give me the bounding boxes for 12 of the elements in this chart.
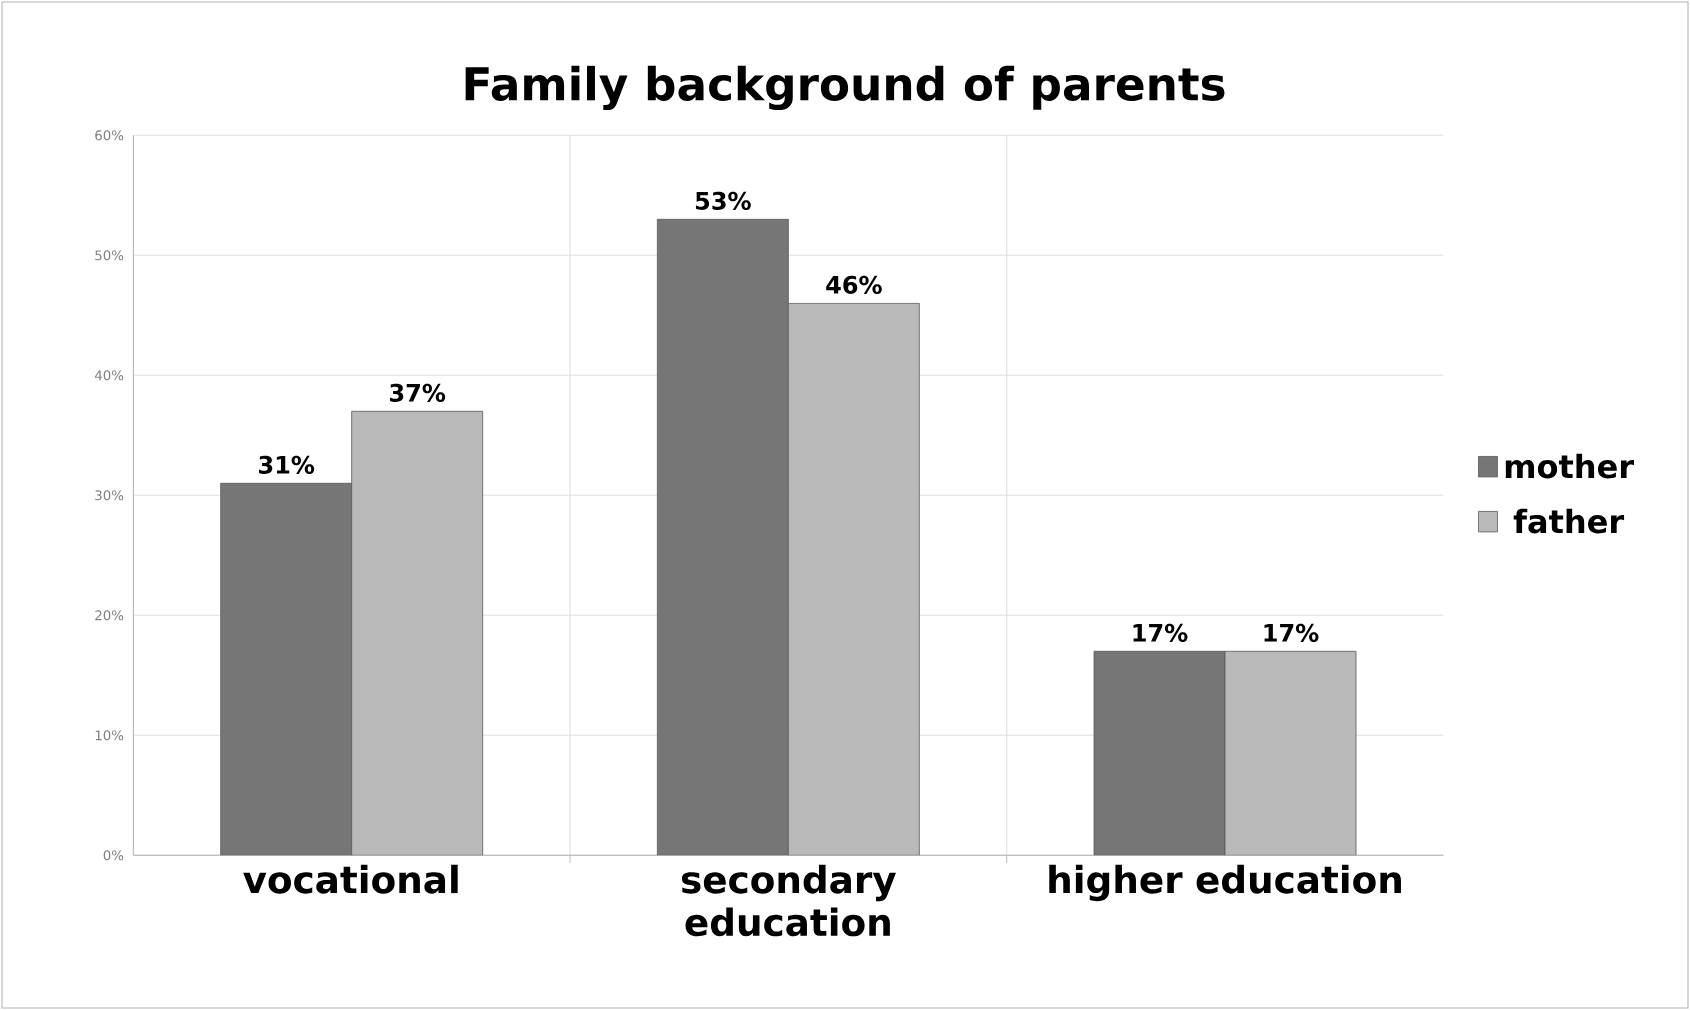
data-label: 31% (259, 455, 315, 474)
data-label: 53% (695, 191, 751, 210)
legend-label: father (1513, 508, 1625, 534)
data-label: 17% (1133, 623, 1188, 642)
x-tick-label: vocational (243, 864, 458, 894)
x-tick-label: secondary education (681, 864, 896, 937)
data-label: 37% (390, 383, 446, 402)
legend-label: mother (1505, 453, 1634, 479)
data-label: 17% (1264, 623, 1319, 642)
x-tick-label: higher education (1049, 864, 1401, 902)
chart-title: Family background of parents (465, 65, 1225, 111)
data-label: 46% (826, 275, 882, 294)
